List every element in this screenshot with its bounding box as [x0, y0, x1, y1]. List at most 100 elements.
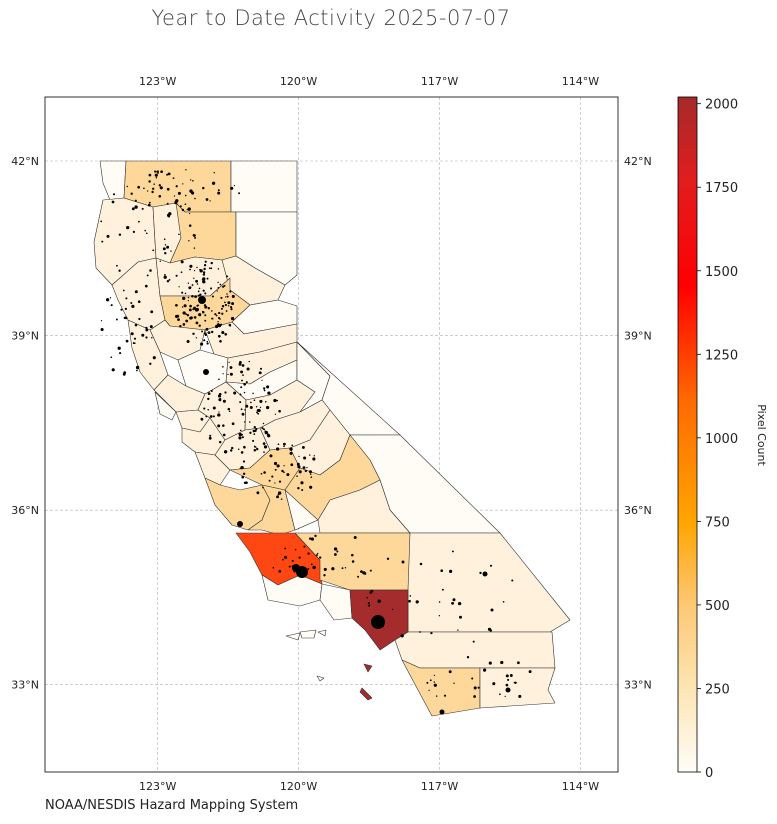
hotspot-point — [116, 264, 118, 267]
hotspot-point — [202, 289, 205, 292]
hotspot-point — [504, 695, 506, 698]
hotspot-point — [106, 234, 110, 238]
hotspot-point — [249, 405, 253, 410]
hotspot-point — [202, 280, 206, 284]
hotspot-point — [210, 261, 213, 265]
hotspot-point — [166, 280, 170, 283]
hotspot-point — [168, 212, 172, 216]
hotspot-point — [149, 269, 152, 272]
hotspot-point — [245, 381, 248, 384]
hotspot-point — [179, 205, 182, 208]
burn-scar — [292, 564, 300, 572]
colorbar-tick-label: 1000 — [705, 432, 738, 447]
hotspot-point — [433, 681, 435, 683]
hotspot-point — [166, 202, 169, 205]
hotspot-point — [229, 290, 232, 293]
lat-tick-label-right: 33°N — [624, 679, 652, 692]
county-santa-clara — [194, 451, 231, 486]
hotspot-point — [151, 190, 154, 194]
hotspot-point — [211, 295, 214, 298]
hotspot-point — [117, 346, 121, 350]
hotspot-point — [303, 545, 306, 548]
hotspot-point — [195, 321, 199, 325]
colorbar-tick-label: 1750 — [705, 181, 738, 196]
hotspot-point — [160, 170, 163, 174]
hotspot-point — [241, 436, 244, 439]
hotspot-point — [211, 317, 214, 320]
hotspot-point — [118, 269, 121, 272]
burn-scar — [203, 369, 209, 375]
colorbar-tick-label: 2000 — [705, 98, 738, 113]
hotspot-point — [189, 212, 191, 215]
hotspot-point — [240, 370, 244, 374]
hotspot-point — [187, 296, 190, 299]
hotspot-point — [280, 498, 283, 500]
hotspot-point — [207, 331, 211, 334]
hotspot-point — [472, 640, 475, 643]
hotspot-point — [473, 686, 477, 690]
hotspot-point — [201, 279, 203, 281]
hotspot-point — [130, 192, 133, 195]
hotspot-point — [249, 421, 251, 423]
hotspot-point — [186, 209, 188, 211]
hotspot-point — [148, 201, 151, 204]
hotspot-point — [264, 430, 268, 435]
lat-ticks-left: 42°N 39°N 36°N 33°N — [11, 155, 39, 692]
hotspot-point — [221, 312, 224, 315]
hotspot-point — [263, 451, 265, 453]
hotspot-point — [218, 311, 221, 315]
hotspot-point — [159, 260, 161, 262]
hotspot-point — [245, 404, 249, 408]
hotspot-point — [193, 269, 196, 272]
hotspot-point — [238, 436, 242, 440]
hotspot-point — [132, 230, 136, 234]
lon-tick-label-top: 117°W — [421, 75, 458, 88]
hotspot-point — [133, 337, 137, 340]
hotspot-point — [507, 678, 510, 681]
hotspot-point — [217, 394, 222, 398]
hotspot-point — [212, 406, 216, 410]
hotspot-point — [250, 401, 252, 404]
hotspot-point — [438, 601, 441, 603]
hotspot-point — [457, 601, 462, 606]
hotspot-point — [344, 567, 347, 569]
hotspot-point — [226, 293, 228, 295]
hotspot-point — [207, 332, 209, 334]
hotspot-point — [283, 442, 286, 446]
hotspot-point — [223, 284, 226, 287]
hotspot-point — [276, 399, 278, 402]
county-imperial — [479, 667, 556, 709]
hotspot-point — [281, 469, 284, 473]
burn-scar — [237, 521, 243, 527]
hotspot-point — [196, 304, 199, 307]
hotspot-point — [191, 284, 194, 286]
hotspot-point — [146, 274, 149, 277]
hotspot-point — [202, 271, 206, 274]
hotspot-point — [200, 342, 204, 346]
hotspot-point — [148, 173, 152, 177]
hotspot-point — [298, 455, 300, 458]
hotspot-point — [313, 455, 315, 457]
hotspot-point — [253, 448, 257, 452]
hotspot-point — [269, 454, 273, 458]
hotspot-point — [309, 473, 312, 475]
hotspot-point — [242, 374, 244, 376]
hotspot-point — [216, 314, 218, 317]
hotspot-point — [203, 332, 207, 335]
hotspot-point — [257, 408, 261, 413]
hotspot-point — [197, 290, 200, 293]
hotspot-point — [207, 392, 211, 395]
hotspot-point — [207, 408, 209, 411]
hotspot-point — [400, 634, 404, 638]
hotspot-point — [131, 207, 135, 211]
hotspot-point — [230, 308, 233, 311]
hotspot-point — [237, 448, 240, 451]
hotspot-point — [190, 179, 192, 181]
hotspot-point — [267, 434, 271, 438]
hotspot-point — [218, 317, 221, 320]
hotspot-point — [205, 415, 208, 418]
hotspot-point — [377, 599, 381, 603]
hotspot-point — [253, 399, 256, 402]
hotspot-point — [369, 591, 373, 594]
hotspot-point — [231, 294, 235, 298]
